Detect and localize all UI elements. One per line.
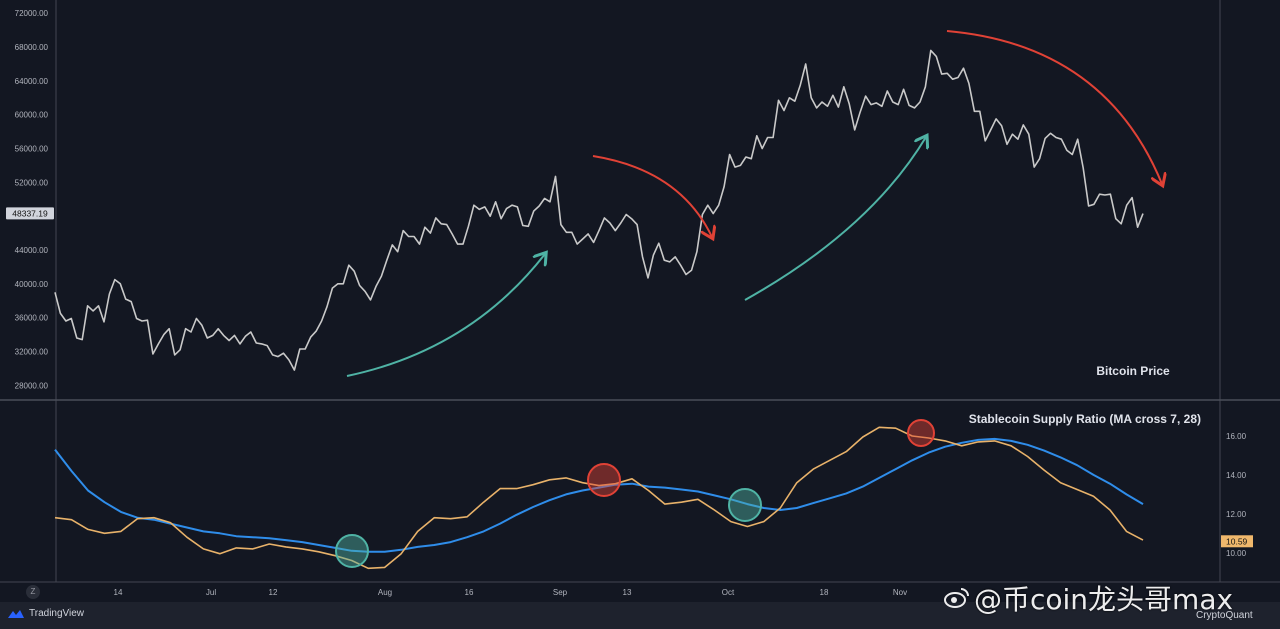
- crossover-circle: [335, 534, 369, 568]
- price-pane-title: Bitcoin Price: [1096, 364, 1170, 378]
- price-tick-label: 52000.00: [15, 178, 49, 187]
- price-tick-label: 40000.00: [15, 280, 49, 289]
- price-last-value-label: 48337.19: [12, 208, 48, 218]
- price-tick-label: 72000.00: [15, 9, 49, 18]
- bitcoin-price-line: [54, 49, 1144, 371]
- price-tick-label: 32000.00: [15, 347, 49, 356]
- price-tick-label: 68000.00: [15, 43, 49, 52]
- ssr-pane-title: Stablecoin Supply Ratio (MA cross 7, 28): [969, 412, 1201, 426]
- tradingview-label: TradingView: [29, 608, 85, 619]
- ssr-tick-label: 12.00: [1226, 510, 1247, 519]
- time-tick-label: 13: [623, 588, 632, 597]
- price-tick-label: 28000.00: [15, 381, 49, 390]
- time-tick-label: Nov: [893, 588, 907, 597]
- time-tick-label: 16: [465, 588, 474, 597]
- ssr-last-value-label: 10.59: [1226, 536, 1248, 546]
- price-tick-label: 36000.00: [15, 314, 49, 323]
- crossover-circle: [907, 419, 935, 447]
- time-tick-label: 14: [114, 588, 123, 597]
- trend-arrow-up: [346, 254, 545, 377]
- crossover-circle: [728, 488, 762, 522]
- time-tick-label: Oct: [722, 588, 735, 597]
- ssr-last-value-tag: [1221, 535, 1253, 548]
- time-tick-label: Jul: [206, 588, 216, 597]
- tradingview-logo: TradingView: [8, 608, 84, 619]
- cryptoquant-label: CryptoQuant: [1196, 610, 1253, 621]
- footer-bar: [0, 602, 1280, 629]
- trend-arrow-down: [592, 155, 712, 237]
- time-tick-label: Aug: [378, 588, 392, 597]
- ssr-tick-label: 10.00: [1226, 549, 1247, 558]
- price-tick-label: 44000.00: [15, 246, 49, 255]
- time-tick-label: 12: [269, 588, 278, 597]
- weibo-icon: [944, 582, 970, 615]
- tradingview-icon: [8, 609, 24, 619]
- ssr-ma7-line: [54, 426, 1144, 570]
- trend-arrow-up: [744, 137, 926, 301]
- price-tick-label: 64000.00: [15, 77, 49, 86]
- ssr-tick-label: 14.00: [1226, 471, 1247, 480]
- auto-scale-button[interactable]: Z: [26, 585, 40, 599]
- time-tick-label: 18: [820, 588, 829, 597]
- trend-arrow-down: [946, 30, 1162, 184]
- watermark: @币coin龙头哥max: [944, 578, 1233, 618]
- price-tick-label: 60000.00: [15, 111, 49, 120]
- ssr-tick-label: 16.00: [1226, 432, 1247, 441]
- time-tick-label: Sep: [553, 588, 568, 597]
- watermark-text: @币coin龙头哥max: [974, 583, 1234, 616]
- price-tick-label: 56000.00: [15, 145, 49, 154]
- crossover-circle: [587, 463, 621, 497]
- ssr-ma28-line: [54, 437, 1144, 553]
- cryptoquant-logo: CryptoQuant: [1196, 610, 1253, 621]
- price-last-value-tag: [6, 207, 54, 220]
